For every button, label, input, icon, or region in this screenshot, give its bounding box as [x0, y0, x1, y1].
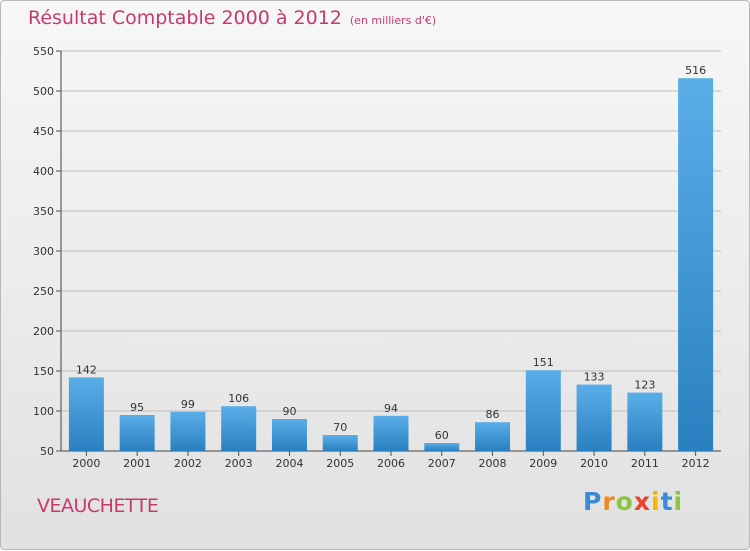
data-label-2006: 94 [384, 402, 398, 415]
x-tick-label-2005: 2005 [326, 457, 354, 470]
data-label-2005: 70 [333, 421, 347, 434]
bar-2008 [475, 422, 511, 451]
logo-letter: x [633, 487, 651, 516]
data-label-2001: 95 [130, 401, 144, 414]
y-tick-label: 500 [33, 85, 54, 98]
x-tick-label-2011: 2011 [631, 457, 659, 470]
x-tick-label-2004: 2004 [275, 457, 303, 470]
y-tick-label: 200 [33, 325, 54, 338]
x-tick-label-2008: 2008 [479, 457, 507, 470]
y-tick-label: 50 [40, 445, 54, 458]
data-label-2008: 86 [486, 408, 500, 421]
bar-2007 [424, 443, 460, 451]
logo-letter: P [583, 487, 603, 516]
chart-title: Résultat Comptable 2000 à 2012 (en millie… [28, 7, 436, 29]
grid-layer [61, 50, 721, 452]
bar-2005 [322, 435, 358, 451]
logo-letter: o [615, 487, 634, 516]
data-label-2000: 142 [76, 363, 97, 376]
logo-letter: i [651, 487, 661, 516]
y-tick-label: 400 [33, 165, 54, 178]
x-tick-label-2009: 2009 [529, 457, 557, 470]
y-tick-label: 300 [33, 245, 54, 258]
bar-2006 [373, 415, 409, 451]
x-tick-label-2012: 2012 [682, 457, 710, 470]
bar-2009 [525, 370, 561, 451]
data-label-2010: 133 [584, 371, 605, 384]
x-tick-label-2000: 2000 [72, 457, 100, 470]
data-label-2011: 123 [634, 379, 655, 392]
proxiti-logo: Proxiti [583, 487, 683, 516]
y-tick-label: 100 [33, 405, 54, 418]
y-tick-label: 350 [33, 205, 54, 218]
x-tick-label-2010: 2010 [580, 457, 608, 470]
y-tick-label: 550 [33, 45, 54, 58]
chart-subtitle: (en milliers d'€) [349, 14, 437, 27]
bar-2010 [576, 384, 612, 451]
bar-2002 [170, 411, 206, 451]
x-tick-label-2006: 2006 [377, 457, 405, 470]
logo-letter: i [673, 487, 684, 516]
data-label-2012: 516 [685, 64, 706, 77]
data-label-2002: 99 [181, 398, 195, 411]
bar-2000 [68, 377, 104, 451]
x-tick-label-2003: 2003 [225, 457, 253, 470]
bar-2004 [271, 419, 307, 451]
bars-layer [68, 78, 714, 451]
y-tick-label: 250 [33, 285, 54, 298]
logo-letter: r [602, 487, 616, 516]
bar-2011 [627, 392, 663, 451]
labels-layer: 142 95 99 106 90 70 94 60 86 151 133 123 516 [76, 64, 706, 442]
location-name: VEAUCHETTE [37, 495, 159, 517]
x-tick-label-2002: 2002 [174, 457, 202, 470]
y-tick-label: 150 [33, 365, 54, 378]
x-tick-label-2001: 2001 [123, 457, 151, 470]
y-tick-label: 450 [33, 125, 54, 138]
x-tick-label-2007: 2007 [428, 457, 456, 470]
data-label-2009: 151 [533, 356, 554, 369]
logo-letter: t [660, 487, 674, 516]
data-label-2007: 60 [435, 429, 449, 442]
data-label-2004: 90 [282, 405, 296, 418]
chart-title-text: Résultat Comptable 2000 à 2012 [28, 7, 342, 29]
bar-2003 [221, 406, 257, 451]
data-label-2003: 106 [228, 392, 249, 405]
bar-2001 [119, 415, 155, 451]
bar-2012 [678, 78, 714, 451]
